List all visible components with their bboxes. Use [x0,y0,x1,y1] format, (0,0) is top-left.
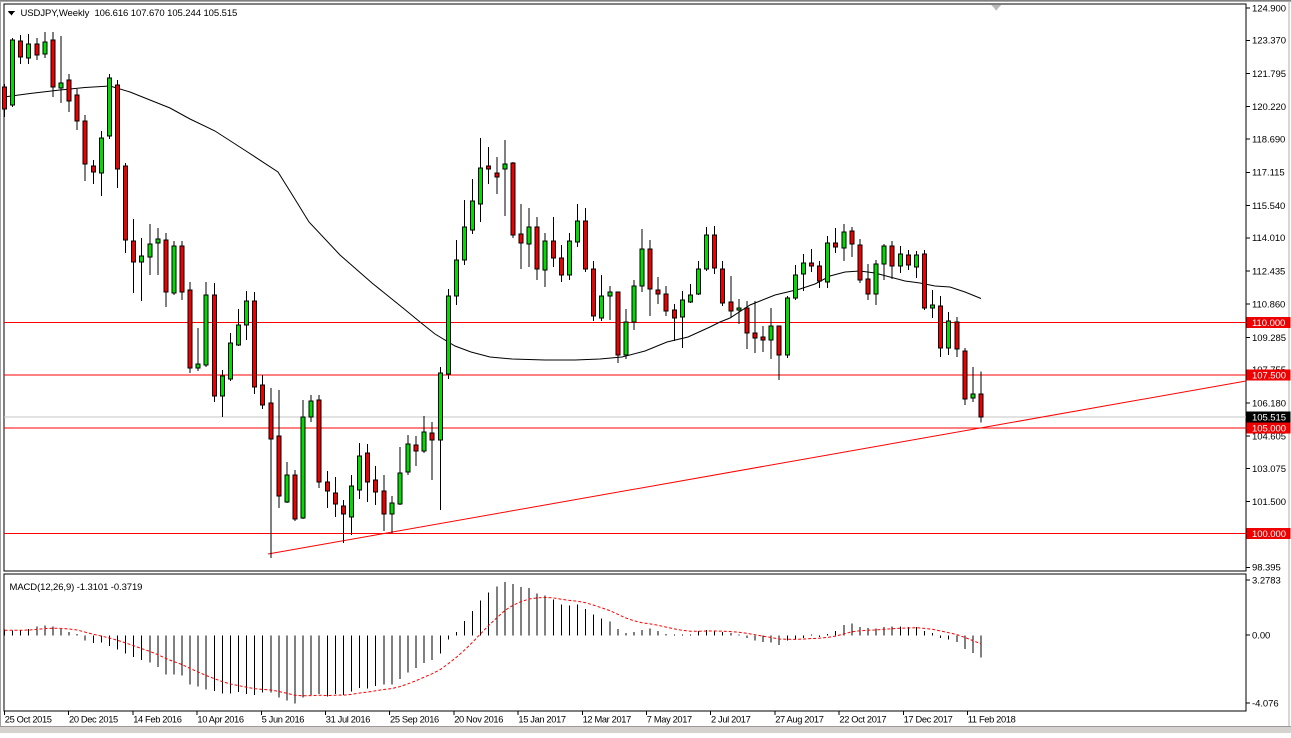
svg-text:107.500: 107.500 [1252,371,1286,382]
svg-text:120.220: 120.220 [1252,102,1286,113]
svg-text:117.115: 117.115 [1252,168,1285,179]
svg-text:-4.076: -4.076 [1252,699,1279,710]
svg-text:123.370: 123.370 [1252,36,1286,47]
svg-text:20 Nov 2016: 20 Nov 2016 [454,715,503,725]
svg-text:100.000: 100.000 [1252,529,1286,540]
svg-text:0.00: 0.00 [1252,630,1270,641]
svg-text:25 Sep 2016: 25 Sep 2016 [390,715,439,725]
svg-text:103.075: 103.075 [1252,464,1286,475]
svg-text:105.000: 105.000 [1252,423,1286,434]
svg-text:17 Dec 2017: 17 Dec 2017 [904,715,953,725]
svg-text:27 Aug 2017: 27 Aug 2017 [775,715,824,725]
svg-text:11 Feb 2018: 11 Feb 2018 [968,715,1016,725]
svg-text:14 Feb 2016: 14 Feb 2016 [133,715,182,725]
svg-text:105.515: 105.515 [1252,412,1286,423]
svg-text:124.900: 124.900 [1252,3,1286,14]
svg-text:25 Oct 2015: 25 Oct 2015 [5,715,52,725]
svg-text:12 Mar 2017: 12 Mar 2017 [583,715,632,725]
svg-text:106.180: 106.180 [1252,398,1286,409]
svg-text:110.000: 110.000 [1252,318,1285,329]
svg-text:109.285: 109.285 [1252,333,1286,344]
svg-text:114.010: 114.010 [1252,233,1285,244]
svg-text:USDJPY,Weekly 106.616 107.670: USDJPY,Weekly 106.616 107.670 105.244 10… [21,8,238,19]
svg-text:110.860: 110.860 [1252,300,1285,311]
svg-text:104.605: 104.605 [1252,432,1286,443]
svg-text:121.795: 121.795 [1252,69,1286,80]
svg-text:101.500: 101.500 [1252,497,1286,508]
svg-text:31 Jul 2016: 31 Jul 2016 [326,715,370,725]
svg-text:10 Apr 2016: 10 Apr 2016 [197,715,243,725]
svg-text:112.435: 112.435 [1252,266,1285,277]
svg-text:20 Dec 2015: 20 Dec 2015 [69,715,118,725]
svg-text:118.690: 118.690 [1252,134,1285,145]
svg-text:22 Oct 2017: 22 Oct 2017 [839,715,886,725]
svg-text:3.2783: 3.2783 [1252,576,1281,587]
svg-text:15 Jan 2017: 15 Jan 2017 [518,715,566,725]
svg-text:2 Jul 2017: 2 Jul 2017 [711,715,751,725]
svg-text:7 May 2017: 7 May 2017 [647,715,692,725]
svg-text:MACD(12,26,9) -1.3101 -0.3719: MACD(12,26,9) -1.3101 -0.3719 [10,582,143,593]
svg-text:98.395: 98.395 [1252,563,1281,574]
svg-text:115.540: 115.540 [1252,201,1285,212]
svg-text:5 Jun 2016: 5 Jun 2016 [262,715,305,725]
